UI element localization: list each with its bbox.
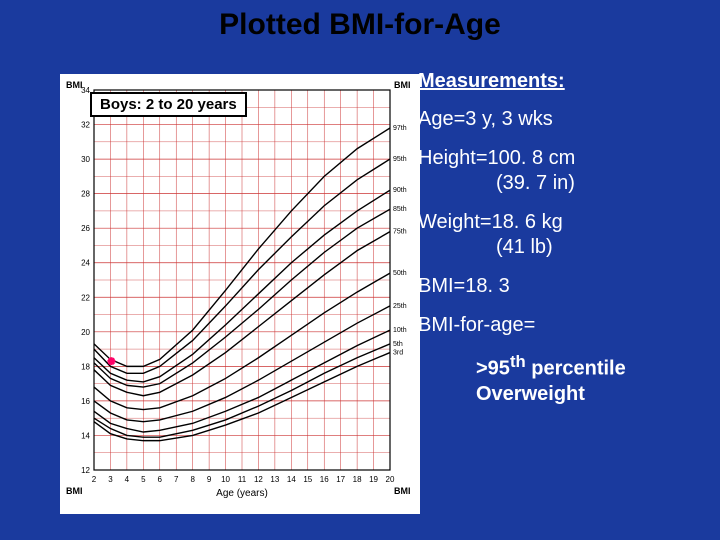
svg-text:16: 16 — [81, 397, 90, 406]
svg-text:18: 18 — [353, 475, 362, 484]
svg-text:9: 9 — [207, 475, 212, 484]
svg-text:20: 20 — [81, 328, 90, 337]
svg-text:20: 20 — [386, 475, 395, 484]
svg-text:4: 4 — [125, 475, 130, 484]
svg-text:16: 16 — [320, 475, 329, 484]
svg-text:85th: 85th — [393, 206, 407, 213]
svg-text:12: 12 — [254, 475, 263, 484]
svg-text:14: 14 — [81, 431, 90, 440]
svg-text:32: 32 — [81, 121, 90, 130]
svg-text:97th: 97th — [393, 125, 407, 132]
measurements-heading: Measurements: — [418, 70, 702, 93]
svg-text:BMI: BMI — [66, 80, 83, 90]
chart-cohort-label: Boys: 2 to 20 years — [90, 92, 247, 117]
svg-text:3rd: 3rd — [393, 350, 403, 357]
svg-text:30: 30 — [81, 155, 90, 164]
svg-text:25th: 25th — [393, 303, 407, 310]
svg-text:11: 11 — [238, 475, 247, 484]
svg-text:75th: 75th — [393, 229, 407, 236]
svg-text:14: 14 — [287, 475, 296, 484]
svg-text:24: 24 — [81, 259, 90, 268]
measurements-panel: Measurements: Age=3 y, 3 wks Height=100.… — [410, 70, 720, 540]
measurement-height-main: Height=100. 8 cm — [418, 147, 575, 169]
chart-card: Boys: 2 to 20 years 97th95th90th85th75th… — [60, 74, 420, 514]
svg-text:15: 15 — [303, 475, 312, 484]
svg-text:26: 26 — [81, 224, 90, 233]
measurement-weight-sub: (41 lb) — [418, 236, 553, 258]
svg-text:19: 19 — [369, 475, 378, 484]
measurement-height: Height=100. 8 cm (39. 7 in) — [418, 146, 702, 196]
svg-text:28: 28 — [81, 190, 90, 199]
measurement-result: >95th percentile Overweight — [418, 352, 702, 407]
chart-panel: Boys: 2 to 20 years 97th95th90th85th75th… — [0, 70, 410, 540]
svg-text:5: 5 — [141, 475, 146, 484]
svg-text:12: 12 — [81, 466, 90, 475]
svg-text:22: 22 — [81, 293, 90, 302]
svg-text:6: 6 — [158, 475, 163, 484]
measurement-age: Age=3 y, 3 wks — [418, 107, 702, 132]
svg-text:BMI: BMI — [394, 486, 411, 496]
result-line2: Overweight — [476, 383, 585, 405]
measurement-bmi: BMI=18. 3 — [418, 274, 702, 299]
svg-text:5th: 5th — [393, 341, 403, 348]
bmi-growth-chart: 97th 95th 90th 85th 75th 50th 25th 10th 5th 3rd 12… — [60, 74, 420, 514]
result-pre: >95 — [476, 358, 510, 380]
measurement-bmi-for-age-label: BMI-for-age= — [418, 313, 702, 338]
result-post: percentile — [526, 358, 626, 380]
svg-text:90th: 90th — [393, 187, 407, 194]
svg-text:Age (years): Age (years) — [216, 488, 268, 499]
svg-text:2: 2 — [92, 475, 97, 484]
measurement-weight: Weight=18. 6 kg (41 lb) — [418, 210, 702, 260]
svg-text:18: 18 — [81, 362, 90, 371]
measurement-weight-main: Weight=18. 6 kg — [418, 211, 563, 233]
svg-text:BMI: BMI — [66, 486, 83, 496]
measurement-height-sub: (39. 7 in) — [418, 172, 575, 194]
svg-text:BMI: BMI — [394, 80, 411, 90]
result-sup: th — [510, 352, 526, 371]
svg-text:95th: 95th — [393, 156, 407, 163]
svg-text:50th: 50th — [393, 270, 407, 277]
svg-text:10th: 10th — [393, 327, 407, 334]
svg-text:3: 3 — [108, 475, 113, 484]
slide-title: Plotted BMI-for-Age — [0, 8, 720, 42]
content-row: Boys: 2 to 20 years 97th95th90th85th75th… — [0, 70, 720, 540]
svg-text:17: 17 — [336, 475, 345, 484]
svg-text:10: 10 — [221, 475, 230, 484]
svg-text:7: 7 — [174, 475, 179, 484]
svg-text:13: 13 — [270, 475, 279, 484]
svg-text:8: 8 — [190, 475, 195, 484]
slide: Plotted BMI-for-Age Boys: 2 to 20 years … — [0, 0, 720, 540]
